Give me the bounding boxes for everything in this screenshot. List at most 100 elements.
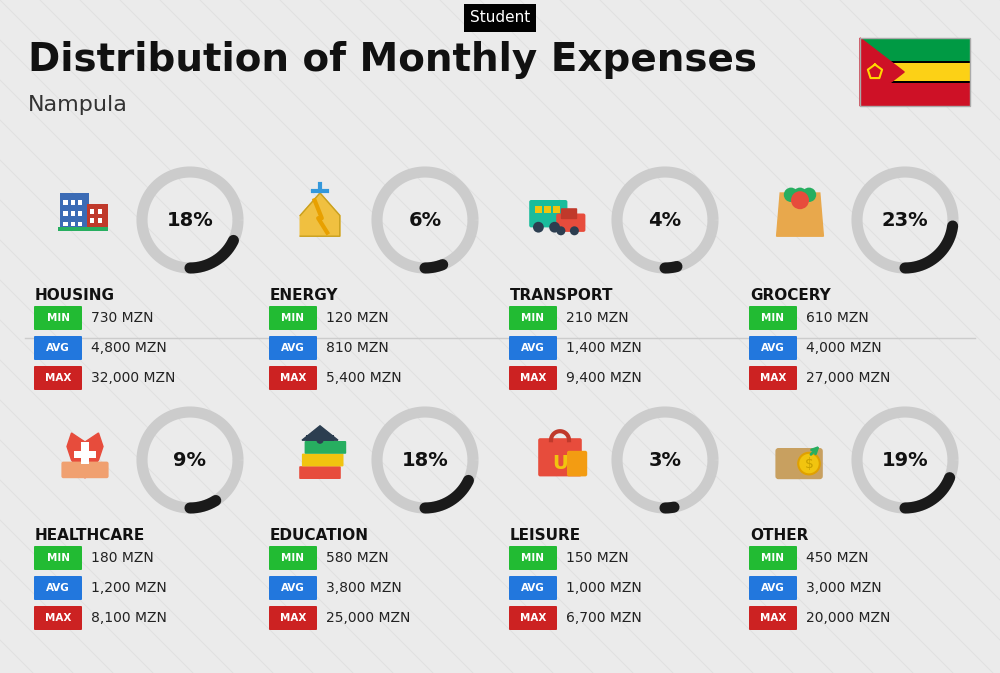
Text: AVG: AVG [761, 343, 785, 353]
Text: MIN: MIN [522, 313, 544, 323]
Text: HEALTHCARE: HEALTHCARE [35, 528, 145, 543]
Text: MIN: MIN [282, 553, 304, 563]
FancyBboxPatch shape [509, 576, 557, 600]
FancyBboxPatch shape [775, 448, 823, 479]
Text: AVG: AVG [281, 583, 305, 593]
Text: 120 MZN: 120 MZN [326, 311, 389, 325]
Text: GROCERY: GROCERY [750, 288, 831, 303]
FancyBboxPatch shape [535, 205, 542, 213]
Text: AVG: AVG [521, 343, 545, 353]
FancyBboxPatch shape [269, 336, 317, 360]
FancyBboxPatch shape [299, 466, 341, 479]
Text: MAX: MAX [760, 613, 786, 623]
Circle shape [316, 437, 324, 444]
Text: MAX: MAX [760, 373, 786, 383]
FancyBboxPatch shape [860, 63, 970, 81]
Polygon shape [300, 193, 340, 236]
Text: AVG: AVG [281, 343, 305, 353]
FancyBboxPatch shape [509, 546, 557, 570]
FancyBboxPatch shape [98, 218, 102, 223]
Circle shape [791, 191, 809, 209]
Text: 4,800 MZN: 4,800 MZN [91, 341, 167, 355]
Text: Nampula: Nampula [28, 95, 128, 115]
Text: MAX: MAX [520, 373, 546, 383]
FancyBboxPatch shape [34, 576, 82, 600]
FancyBboxPatch shape [509, 366, 557, 390]
FancyBboxPatch shape [34, 366, 82, 390]
FancyBboxPatch shape [74, 451, 96, 458]
Text: 180 MZN: 180 MZN [91, 551, 154, 565]
FancyBboxPatch shape [269, 576, 317, 600]
Text: 730 MZN: 730 MZN [91, 311, 154, 325]
FancyBboxPatch shape [269, 606, 317, 630]
FancyBboxPatch shape [78, 211, 82, 215]
FancyBboxPatch shape [749, 366, 797, 390]
Text: AVG: AVG [46, 583, 70, 593]
Text: 3%: 3% [648, 450, 682, 470]
FancyBboxPatch shape [860, 38, 970, 61]
Text: ENERGY: ENERGY [270, 288, 338, 303]
Circle shape [793, 188, 807, 202]
Text: Student: Student [470, 11, 530, 26]
Text: MAX: MAX [45, 613, 71, 623]
FancyBboxPatch shape [78, 222, 82, 226]
FancyBboxPatch shape [567, 451, 587, 476]
Text: 18%: 18% [402, 450, 448, 470]
Polygon shape [860, 38, 904, 106]
Text: 4%: 4% [648, 211, 682, 229]
Polygon shape [67, 433, 103, 478]
Text: 27,000 MZN: 27,000 MZN [806, 371, 890, 385]
Text: MIN: MIN [762, 553, 784, 563]
FancyBboxPatch shape [749, 576, 797, 600]
Text: 6%: 6% [408, 211, 442, 229]
Text: 25,000 MZN: 25,000 MZN [326, 611, 410, 625]
FancyBboxPatch shape [509, 606, 557, 630]
Text: MIN: MIN [282, 313, 304, 323]
Text: 19%: 19% [882, 450, 928, 470]
FancyBboxPatch shape [34, 606, 82, 630]
Text: EDUCATION: EDUCATION [270, 528, 369, 543]
Text: $: $ [805, 456, 813, 470]
FancyBboxPatch shape [749, 546, 797, 570]
FancyBboxPatch shape [90, 209, 94, 214]
Text: AVG: AVG [46, 343, 70, 353]
Polygon shape [777, 193, 823, 236]
FancyBboxPatch shape [98, 209, 102, 214]
Circle shape [802, 188, 816, 202]
Text: 1,000 MZN: 1,000 MZN [566, 581, 642, 595]
Text: 32,000 MZN: 32,000 MZN [91, 371, 175, 385]
Text: 210 MZN: 210 MZN [566, 311, 629, 325]
Text: 1,200 MZN: 1,200 MZN [91, 581, 167, 595]
FancyBboxPatch shape [749, 606, 797, 630]
Polygon shape [302, 426, 338, 440]
FancyBboxPatch shape [860, 61, 970, 63]
FancyBboxPatch shape [81, 442, 89, 464]
Text: 9,400 MZN: 9,400 MZN [566, 371, 642, 385]
Text: 1,400 MZN: 1,400 MZN [566, 341, 642, 355]
FancyBboxPatch shape [529, 200, 567, 227]
FancyBboxPatch shape [60, 193, 89, 227]
Text: MIN: MIN [46, 313, 70, 323]
Text: Distribution of Monthly Expenses: Distribution of Monthly Expenses [28, 41, 757, 79]
FancyBboxPatch shape [749, 306, 797, 330]
FancyBboxPatch shape [87, 204, 108, 227]
Circle shape [533, 222, 544, 233]
Text: 23%: 23% [882, 211, 928, 229]
FancyBboxPatch shape [509, 306, 557, 330]
FancyBboxPatch shape [63, 211, 68, 215]
Circle shape [784, 188, 798, 202]
FancyBboxPatch shape [269, 306, 317, 330]
Circle shape [549, 222, 560, 233]
Text: 6,700 MZN: 6,700 MZN [566, 611, 642, 625]
Text: AVG: AVG [521, 583, 545, 593]
FancyBboxPatch shape [71, 200, 75, 205]
Text: U: U [552, 454, 568, 473]
Text: 610 MZN: 610 MZN [806, 311, 869, 325]
FancyBboxPatch shape [305, 441, 346, 454]
Text: MAX: MAX [280, 613, 306, 623]
Text: MIN: MIN [522, 553, 544, 563]
Text: TRANSPORT: TRANSPORT [510, 288, 614, 303]
FancyBboxPatch shape [61, 462, 109, 479]
FancyBboxPatch shape [269, 366, 317, 390]
FancyBboxPatch shape [544, 205, 551, 213]
